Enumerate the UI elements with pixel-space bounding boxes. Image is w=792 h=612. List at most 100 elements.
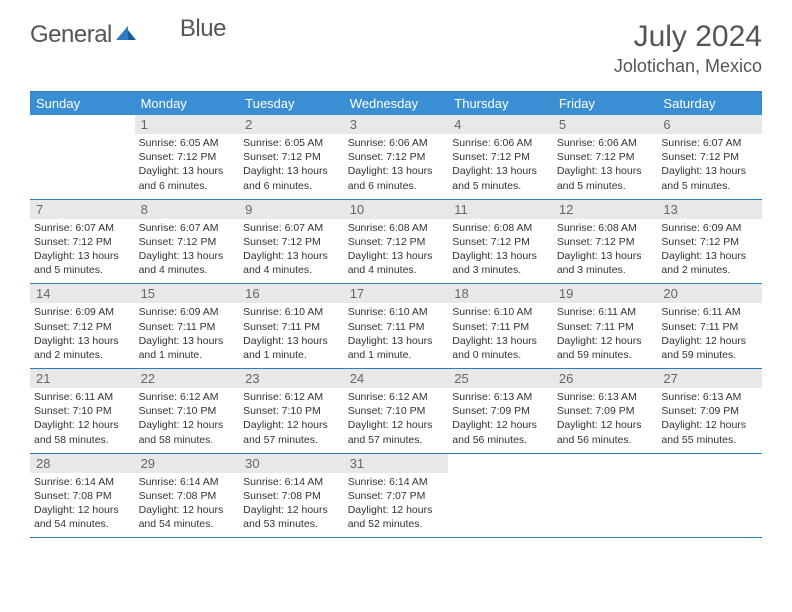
day-number: 22 — [135, 369, 240, 388]
sun-info: Sunrise: 6:07 AMSunset: 7:12 PMDaylight:… — [34, 219, 131, 278]
day-header-cell: Tuesday — [239, 92, 344, 115]
day-cell: 13Sunrise: 6:09 AMSunset: 7:12 PMDayligh… — [657, 200, 762, 284]
page-title: July 2024 — [614, 20, 762, 54]
day-cell: 23Sunrise: 6:12 AMSunset: 7:10 PMDayligh… — [239, 369, 344, 453]
day-number: 14 — [30, 284, 135, 303]
sun-info: Sunrise: 6:08 AMSunset: 7:12 PMDaylight:… — [348, 219, 445, 278]
sun-info: Sunrise: 6:09 AMSunset: 7:12 PMDaylight:… — [34, 303, 131, 362]
day-number: 10 — [344, 200, 449, 219]
sun-info: Sunrise: 6:05 AMSunset: 7:12 PMDaylight:… — [139, 134, 236, 193]
day-cell: 15Sunrise: 6:09 AMSunset: 7:11 PMDayligh… — [135, 284, 240, 368]
day-cell: 24Sunrise: 6:12 AMSunset: 7:10 PMDayligh… — [344, 369, 449, 453]
day-number: 29 — [135, 454, 240, 473]
day-number: 25 — [448, 369, 553, 388]
sun-info: Sunrise: 6:14 AMSunset: 7:08 PMDaylight:… — [139, 473, 236, 532]
day-cell — [553, 454, 658, 538]
day-cell: 22Sunrise: 6:12 AMSunset: 7:10 PMDayligh… — [135, 369, 240, 453]
day-cell: 11Sunrise: 6:08 AMSunset: 7:12 PMDayligh… — [448, 200, 553, 284]
day-cell: 29Sunrise: 6:14 AMSunset: 7:08 PMDayligh… — [135, 454, 240, 538]
day-number: 24 — [344, 369, 449, 388]
day-header-cell: Wednesday — [344, 92, 449, 115]
day-cell: 27Sunrise: 6:13 AMSunset: 7:09 PMDayligh… — [657, 369, 762, 453]
day-header-cell: Monday — [135, 92, 240, 115]
day-header-cell: Thursday — [448, 92, 553, 115]
day-header-cell: Saturday — [657, 92, 762, 115]
sun-info: Sunrise: 6:10 AMSunset: 7:11 PMDaylight:… — [243, 303, 340, 362]
day-cell: 5Sunrise: 6:06 AMSunset: 7:12 PMDaylight… — [553, 115, 658, 199]
sun-info: Sunrise: 6:13 AMSunset: 7:09 PMDaylight:… — [557, 388, 654, 447]
sun-info: Sunrise: 6:11 AMSunset: 7:10 PMDaylight:… — [34, 388, 131, 447]
sun-info: Sunrise: 6:10 AMSunset: 7:11 PMDaylight:… — [452, 303, 549, 362]
week-row: 7Sunrise: 6:07 AMSunset: 7:12 PMDaylight… — [30, 200, 762, 285]
sun-info: Sunrise: 6:13 AMSunset: 7:09 PMDaylight:… — [661, 388, 758, 447]
day-cell: 31Sunrise: 6:14 AMSunset: 7:07 PMDayligh… — [344, 454, 449, 538]
day-cell: 8Sunrise: 6:07 AMSunset: 7:12 PMDaylight… — [135, 200, 240, 284]
sun-info: Sunrise: 6:06 AMSunset: 7:12 PMDaylight:… — [557, 134, 654, 193]
week-row: 1Sunrise: 6:05 AMSunset: 7:12 PMDaylight… — [30, 115, 762, 200]
day-number: 8 — [135, 200, 240, 219]
day-number: 1 — [135, 115, 240, 134]
day-number — [657, 454, 762, 473]
day-cell: 19Sunrise: 6:11 AMSunset: 7:11 PMDayligh… — [553, 284, 658, 368]
sun-info: Sunrise: 6:11 AMSunset: 7:11 PMDaylight:… — [661, 303, 758, 362]
day-number: 12 — [553, 200, 658, 219]
day-number: 28 — [30, 454, 135, 473]
sun-info: Sunrise: 6:12 AMSunset: 7:10 PMDaylight:… — [348, 388, 445, 447]
sun-info: Sunrise: 6:05 AMSunset: 7:12 PMDaylight:… — [243, 134, 340, 193]
day-number: 23 — [239, 369, 344, 388]
day-cell — [448, 454, 553, 538]
day-number: 11 — [448, 200, 553, 219]
day-cell: 14Sunrise: 6:09 AMSunset: 7:12 PMDayligh… — [30, 284, 135, 368]
day-number: 9 — [239, 200, 344, 219]
day-cell: 21Sunrise: 6:11 AMSunset: 7:10 PMDayligh… — [30, 369, 135, 453]
day-number: 4 — [448, 115, 553, 134]
day-number: 5 — [553, 115, 658, 134]
day-number: 3 — [344, 115, 449, 134]
sun-info: Sunrise: 6:08 AMSunset: 7:12 PMDaylight:… — [452, 219, 549, 278]
day-number: 21 — [30, 369, 135, 388]
day-cell: 4Sunrise: 6:06 AMSunset: 7:12 PMDaylight… — [448, 115, 553, 199]
day-cell: 20Sunrise: 6:11 AMSunset: 7:11 PMDayligh… — [657, 284, 762, 368]
day-cell: 28Sunrise: 6:14 AMSunset: 7:08 PMDayligh… — [30, 454, 135, 538]
sun-info: Sunrise: 6:06 AMSunset: 7:12 PMDaylight:… — [348, 134, 445, 193]
week-row: 28Sunrise: 6:14 AMSunset: 7:08 PMDayligh… — [30, 454, 762, 539]
logo-text-gray: General — [30, 21, 112, 49]
day-number: 20 — [657, 284, 762, 303]
sun-info: Sunrise: 6:07 AMSunset: 7:12 PMDaylight:… — [139, 219, 236, 278]
day-cell: 18Sunrise: 6:10 AMSunset: 7:11 PMDayligh… — [448, 284, 553, 368]
logo: General Blue — [30, 20, 188, 49]
week-row: 21Sunrise: 6:11 AMSunset: 7:10 PMDayligh… — [30, 369, 762, 454]
sun-info: Sunrise: 6:08 AMSunset: 7:12 PMDaylight:… — [557, 219, 654, 278]
sun-info: Sunrise: 6:14 AMSunset: 7:08 PMDaylight:… — [34, 473, 131, 532]
sun-info: Sunrise: 6:09 AMSunset: 7:11 PMDaylight:… — [139, 303, 236, 362]
day-cell: 17Sunrise: 6:10 AMSunset: 7:11 PMDayligh… — [344, 284, 449, 368]
day-number: 6 — [657, 115, 762, 134]
day-number: 30 — [239, 454, 344, 473]
day-number: 15 — [135, 284, 240, 303]
week-row: 14Sunrise: 6:09 AMSunset: 7:12 PMDayligh… — [30, 284, 762, 369]
day-number: 2 — [239, 115, 344, 134]
sun-info: Sunrise: 6:12 AMSunset: 7:10 PMDaylight:… — [243, 388, 340, 447]
location: Jolotichan, Mexico — [614, 56, 762, 77]
logo-icon — [114, 20, 138, 49]
day-header-cell: Friday — [553, 92, 658, 115]
day-number: 26 — [553, 369, 658, 388]
day-cell: 3Sunrise: 6:06 AMSunset: 7:12 PMDaylight… — [344, 115, 449, 199]
day-cell — [30, 115, 135, 199]
day-cell: 2Sunrise: 6:05 AMSunset: 7:12 PMDaylight… — [239, 115, 344, 199]
day-number: 27 — [657, 369, 762, 388]
sun-info: Sunrise: 6:14 AMSunset: 7:08 PMDaylight:… — [243, 473, 340, 532]
day-cell: 16Sunrise: 6:10 AMSunset: 7:11 PMDayligh… — [239, 284, 344, 368]
sun-info: Sunrise: 6:07 AMSunset: 7:12 PMDaylight:… — [243, 219, 340, 278]
day-number: 31 — [344, 454, 449, 473]
day-header-row: SundayMondayTuesdayWednesdayThursdayFrid… — [30, 92, 762, 115]
title-block: July 2024 Jolotichan, Mexico — [614, 20, 762, 77]
day-cell: 26Sunrise: 6:13 AMSunset: 7:09 PMDayligh… — [553, 369, 658, 453]
logo-text-blue: Blue — [180, 15, 226, 43]
sun-info: Sunrise: 6:12 AMSunset: 7:10 PMDaylight:… — [139, 388, 236, 447]
day-cell: 6Sunrise: 6:07 AMSunset: 7:12 PMDaylight… — [657, 115, 762, 199]
sun-info: Sunrise: 6:09 AMSunset: 7:12 PMDaylight:… — [661, 219, 758, 278]
day-cell: 25Sunrise: 6:13 AMSunset: 7:09 PMDayligh… — [448, 369, 553, 453]
sun-info: Sunrise: 6:13 AMSunset: 7:09 PMDaylight:… — [452, 388, 549, 447]
sun-info: Sunrise: 6:11 AMSunset: 7:11 PMDaylight:… — [557, 303, 654, 362]
